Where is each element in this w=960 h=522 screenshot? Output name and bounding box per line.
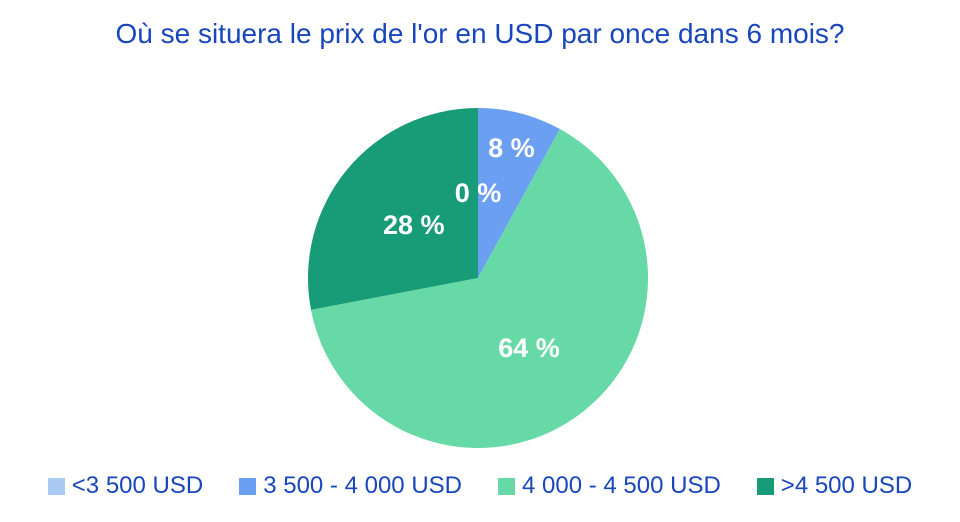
legend-swatch-3500-4000 xyxy=(239,477,257,495)
chart-title: Où se situera le prix de l'or en USD par… xyxy=(115,18,845,49)
legend-item-4000-4500: 4 000 - 4 500 USD xyxy=(498,472,721,500)
pie-slice-1 xyxy=(478,108,560,278)
legend-swatch-lt3500 xyxy=(47,477,65,495)
legend-item-lt3500: <3 500 USD xyxy=(47,472,204,500)
pie-slice-3 xyxy=(307,108,478,310)
pie-slice-label-1: 8 % xyxy=(488,133,535,163)
legend-label-gt4500: >4 500 USD xyxy=(780,472,913,499)
legend-swatch-4000-4500 xyxy=(498,477,515,495)
pie-slice-label-0: 0 % xyxy=(455,178,502,208)
pie-slice-label-3: 28 % xyxy=(383,210,445,240)
legend-label-4000-4500: 4 000 - 4 500 USD xyxy=(522,472,721,499)
pie-slice-2 xyxy=(311,129,648,449)
legend-swatch-gt4500 xyxy=(756,477,774,495)
pie-slice-label-2: 64 % xyxy=(498,333,560,363)
legend: <3 500 USD 3 500 - 4 000 USD 4 000 - 4 5… xyxy=(0,472,960,500)
legend-label-3500-4000: 3 500 - 4 000 USD xyxy=(263,472,462,499)
legend-item-3500-4000: 3 500 - 4 000 USD xyxy=(239,472,462,500)
legend-item-gt4500: >4 500 USD xyxy=(756,472,913,500)
legend-label-lt3500: <3 500 USD xyxy=(71,472,204,499)
